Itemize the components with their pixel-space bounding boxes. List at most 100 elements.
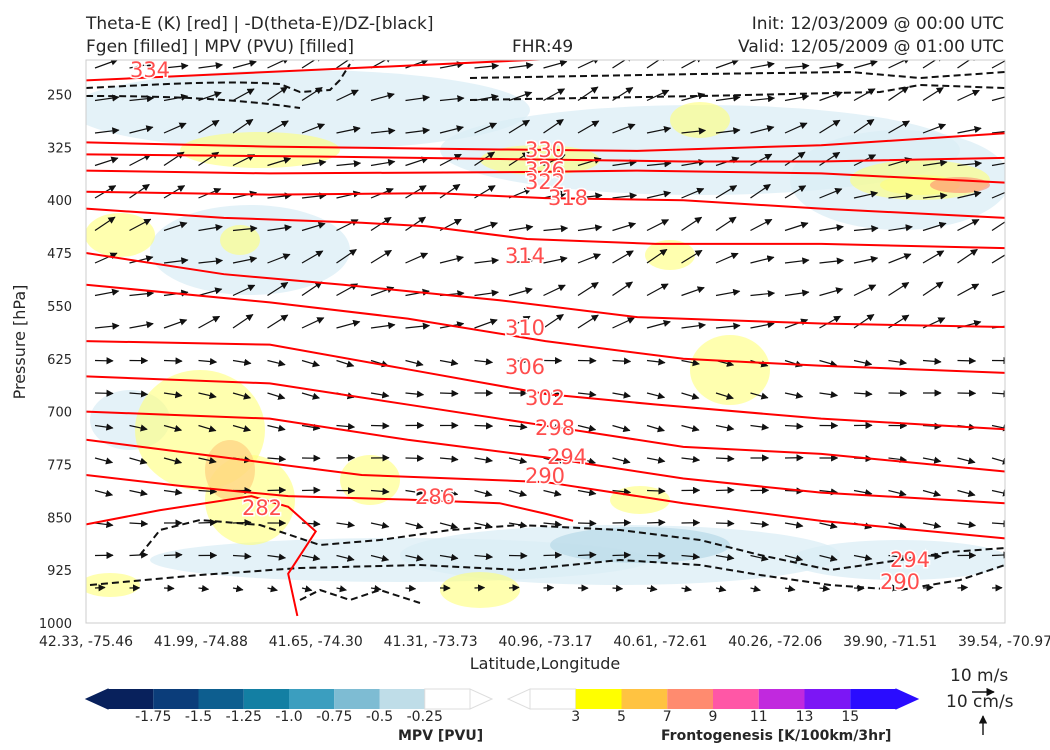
wind-vector [646, 424, 665, 433]
wind-vector [819, 224, 844, 232]
theta-e-label: 294 [547, 445, 587, 469]
wind-vector [232, 118, 254, 134]
valid-time: Valid: 12/05/2009 @ 01:00 UTC [738, 37, 1004, 57]
wind-vector [922, 123, 947, 134]
theta-e-label: 286 [415, 485, 455, 509]
wind-vector [370, 584, 382, 593]
wind-vector [715, 392, 734, 400]
wind-vector [163, 488, 183, 496]
wind-vector [439, 522, 459, 530]
wind-vector [474, 62, 500, 70]
wind-vector [612, 192, 638, 200]
wind-vector [991, 60, 1005, 69]
wind-vector [508, 224, 534, 232]
fgen-colorbar-title: Frontogenesis [K/100km/3hr] [661, 728, 892, 744]
colorbar-segment [243, 689, 289, 709]
wind-vector [129, 290, 155, 298]
wind-vector [646, 518, 666, 527]
theta-e-contour [86, 495, 318, 617]
wind-vector [198, 91, 222, 102]
wind-legend-vertical: 10 cm/s [946, 692, 1014, 712]
wind-vector [439, 255, 464, 264]
wind-vector [888, 253, 912, 264]
wind-vector [991, 96, 1005, 102]
wind-vector [94, 60, 119, 69]
theta-e-label: 290 [525, 464, 565, 488]
wind-vector [94, 322, 120, 330]
theta-e-contour [86, 132, 1005, 152]
wind-vector [612, 424, 631, 433]
wind-vector [612, 87, 634, 102]
wind-vector [439, 125, 464, 134]
wind-vector [198, 315, 221, 329]
wind-vector [681, 359, 700, 367]
wind-vector [612, 584, 624, 592]
wind-vector [577, 282, 599, 297]
wind-vector [784, 318, 809, 329]
wind-vector [784, 391, 804, 399]
wind-vector [198, 257, 224, 265]
colorbars [84, 688, 920, 710]
colorbar-segment [289, 689, 335, 709]
colorbar-tick-label: -1.5 [184, 709, 213, 725]
wind-vector [957, 457, 976, 465]
wind-vector [784, 554, 804, 562]
wind-vector [957, 160, 983, 168]
theta-e-contour [86, 207, 1005, 250]
wind-vector [267, 120, 289, 134]
wind-vector [750, 183, 771, 199]
wind-vector [750, 95, 776, 103]
wind-vector [715, 127, 741, 135]
wind-vector [543, 60, 568, 69]
theta-e-label: 314 [505, 244, 545, 268]
wind-vector [922, 60, 944, 69]
wind-vector [543, 551, 563, 559]
wind-vector [232, 255, 258, 264]
wind-vector [336, 89, 359, 102]
theta-e-label: 306 [505, 355, 545, 379]
wind-vector [439, 553, 459, 561]
wind-vector [819, 584, 831, 592]
wind-vector [543, 88, 566, 102]
wind-vector [301, 60, 323, 69]
wind-vector [267, 282, 289, 297]
fgen-fill-region [180, 132, 340, 168]
wind-vector [991, 424, 1005, 432]
wind-vector [681, 392, 700, 400]
wind-vector [646, 219, 670, 232]
wind-vector [750, 255, 775, 264]
wind-vector [267, 359, 286, 367]
wind-vector [198, 119, 220, 134]
wind-vector [370, 159, 396, 167]
wind-vector [784, 93, 810, 102]
wind-vector [232, 585, 244, 593]
wind-vector [129, 61, 154, 69]
wind-vector [370, 127, 396, 135]
wind-vector [405, 60, 429, 69]
wind-vector [129, 457, 148, 465]
wind-vector [336, 554, 355, 562]
theta-e-contour [86, 60, 546, 82]
wind-vector [577, 314, 599, 329]
colorbar-segment [713, 689, 759, 709]
wind-vector [991, 162, 1005, 167]
colorbar-segment [621, 689, 668, 709]
y-tick-label: 925 [47, 564, 72, 579]
wind-vector [819, 488, 839, 496]
wind-vector [957, 521, 977, 529]
wind-vector [405, 127, 431, 135]
wind-vector [129, 489, 148, 497]
colorbar-segment [758, 689, 805, 709]
wind-vector [646, 584, 658, 593]
wind-vector [198, 224, 223, 232]
wind-vector [681, 216, 703, 232]
wind-vector [163, 62, 189, 70]
wind-vector [129, 520, 149, 528]
wind-vector [439, 455, 459, 463]
title-line-2: Fgen [filled] | MPV (PVU) [filled] [86, 37, 355, 57]
wind-vector [819, 287, 844, 297]
colorbar-tick-label: 11 [749, 709, 768, 725]
wind-vector [922, 250, 945, 264]
wind-vector [784, 151, 806, 166]
wind-vector [163, 185, 186, 199]
